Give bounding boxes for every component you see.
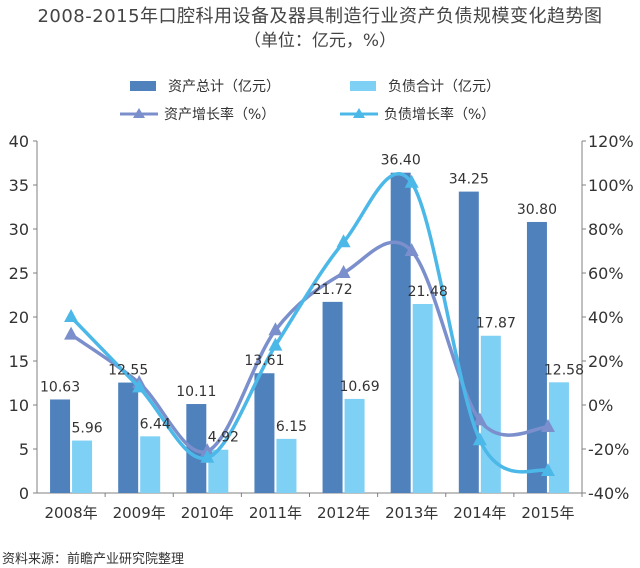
chart-subtitle: （单位：亿元，%） bbox=[243, 31, 397, 51]
y-right-tick-label: 20% bbox=[588, 352, 624, 371]
y-left-tick-label: 35 bbox=[9, 176, 29, 195]
chart-title: 2008-2015年口腔科用设备及器具制造行业资产负债规模变化趋势图 bbox=[37, 6, 603, 27]
marker-asset-growth bbox=[268, 322, 283, 336]
x-tick-label: 2014年 bbox=[453, 504, 506, 522]
marker-liability-growth bbox=[472, 432, 487, 446]
y-right-tick-label: 60% bbox=[588, 264, 624, 283]
bar-asset-total bbox=[526, 221, 547, 493]
data-label-asset-total: 36.40 bbox=[381, 153, 421, 169]
bar-liability-total bbox=[276, 438, 297, 493]
y-left-tick-label: 30 bbox=[9, 220, 29, 239]
legend-marker-liability-growth bbox=[340, 108, 378, 118]
data-label-asset-total: 10.63 bbox=[40, 379, 80, 395]
legend-label-asset-growth: 资产增长率（%） bbox=[164, 107, 276, 123]
y-right-tick-label: 40% bbox=[588, 308, 624, 327]
x-tick-label: 2009年 bbox=[113, 504, 166, 522]
bar-liability-total bbox=[412, 303, 433, 493]
y-left-tick-label: 0 bbox=[19, 484, 29, 503]
legend-asset-total: 资产总计（亿元） bbox=[130, 76, 280, 96]
data-label-asset-total: 13.61 bbox=[244, 353, 284, 369]
data-label-asset-total: 12.55 bbox=[108, 363, 148, 379]
bar-asset-total bbox=[458, 191, 479, 493]
data-label-liability-total: 4.92 bbox=[208, 430, 239, 446]
bar-liability-total bbox=[344, 398, 365, 493]
data-label-liability-total: 21.48 bbox=[408, 284, 448, 300]
marker-asset-growth bbox=[64, 326, 79, 340]
data-label-asset-total: 21.72 bbox=[313, 282, 353, 298]
marker-asset-growth bbox=[200, 443, 215, 457]
y-left-tick-label: 5 bbox=[19, 440, 29, 459]
marker-asset-growth bbox=[404, 243, 419, 256]
y-left-tick-label: 25 bbox=[9, 264, 29, 283]
data-label-asset-total: 34.25 bbox=[449, 172, 489, 188]
marker-asset-growth bbox=[540, 419, 555, 432]
marker-liability-growth bbox=[200, 449, 215, 463]
source-note: 资料来源：前瞻产业研究院整理 bbox=[2, 552, 185, 567]
marker-liability-growth bbox=[336, 234, 351, 248]
legend-liability-growth: 负债增长率（%） bbox=[340, 104, 495, 124]
y-right-tick-label: 80% bbox=[588, 220, 624, 239]
y-left-tick-label: 40 bbox=[9, 132, 29, 151]
data-label-asset-total: 10.11 bbox=[176, 384, 216, 400]
bar-liability-total bbox=[548, 382, 569, 493]
legend-swatch-liability-total bbox=[350, 81, 376, 91]
x-tick-label: 2010年 bbox=[181, 504, 234, 522]
legend-label-liability-total: 负债合计（亿元） bbox=[388, 79, 500, 95]
bar-liability-total bbox=[72, 440, 93, 493]
x-tick-label: 2012年 bbox=[317, 504, 370, 522]
marker-liability-growth bbox=[540, 463, 555, 476]
y-right-tick-label: -40% bbox=[588, 484, 629, 503]
bar-liability-total bbox=[480, 335, 501, 493]
y-right-tick-label: 0% bbox=[588, 396, 613, 415]
data-label-liability-total: 5.96 bbox=[71, 421, 102, 437]
legend-label-asset-total: 资产总计（亿元） bbox=[168, 79, 280, 95]
legend-swatch-asset-total bbox=[130, 81, 156, 91]
bar-liability-total bbox=[208, 449, 229, 493]
line-liability-growth bbox=[69, 172, 549, 474]
bar-asset-total bbox=[118, 382, 139, 493]
x-tick-label: 2008年 bbox=[44, 504, 97, 522]
data-label-liability-total: 10.69 bbox=[340, 379, 380, 395]
legend-liability-total: 负债合计（亿元） bbox=[350, 76, 500, 96]
y-left-tick-label: 10 bbox=[9, 396, 29, 415]
y-left-tick-label: 20 bbox=[9, 308, 29, 327]
marker-liability-growth bbox=[132, 379, 147, 393]
bar-asset-total bbox=[254, 373, 275, 493]
y-left-tick-label: 15 bbox=[9, 352, 29, 371]
x-tick-label: 2015年 bbox=[521, 504, 574, 522]
bar-asset-total bbox=[390, 172, 411, 493]
x-tick-label: 2011年 bbox=[249, 504, 302, 522]
data-label-liability-total: 6.15 bbox=[276, 419, 307, 435]
data-label-liability-total: 6.44 bbox=[140, 416, 171, 432]
bar-asset-total bbox=[186, 404, 207, 493]
data-label-liability-total: 12.58 bbox=[544, 362, 584, 378]
bar-asset-total bbox=[322, 301, 343, 493]
legend-marker-asset-growth bbox=[120, 108, 158, 118]
marker-asset-growth bbox=[336, 265, 351, 278]
data-label-liability-total: 17.87 bbox=[476, 316, 516, 332]
y-right-tick-label: 100% bbox=[588, 176, 634, 195]
y-right-tick-label: 120% bbox=[588, 132, 634, 151]
bar-liability-total bbox=[140, 436, 161, 493]
y-right-tick-label: -20% bbox=[588, 440, 629, 459]
marker-asset-growth bbox=[472, 412, 487, 426]
legend-label-liability-growth: 负债增长率（%） bbox=[384, 107, 496, 123]
x-tick-label: 2013年 bbox=[385, 504, 438, 522]
marker-liability-growth bbox=[268, 337, 283, 351]
marker-liability-growth bbox=[64, 309, 79, 322]
marker-liability-growth bbox=[404, 174, 419, 188]
legend-asset-growth: 资产增长率（%） bbox=[120, 104, 275, 124]
bar-asset-total bbox=[50, 399, 71, 493]
data-label-asset-total: 30.80 bbox=[517, 202, 557, 218]
